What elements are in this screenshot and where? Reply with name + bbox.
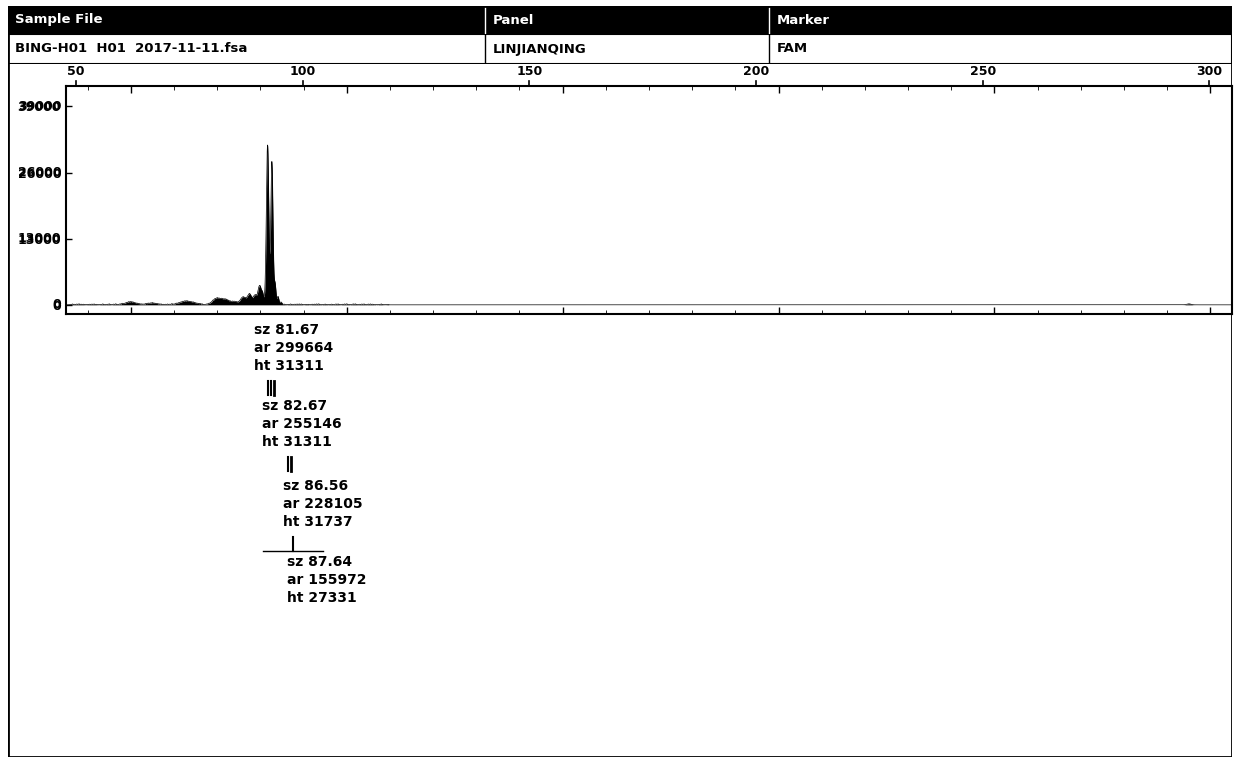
Text: Panel: Panel [492, 14, 534, 27]
Text: ar 155972: ar 155972 [288, 573, 367, 587]
Text: 200: 200 [743, 65, 769, 78]
Text: 26000: 26000 [17, 166, 61, 179]
Text: ar 299664: ar 299664 [253, 341, 332, 355]
Text: Marker: Marker [776, 14, 830, 27]
Text: 39000: 39000 [17, 100, 61, 113]
Text: sz 82.67: sz 82.67 [262, 399, 327, 413]
Text: LINJIANQING: LINJIANQING [492, 43, 587, 56]
Text: ht 27331: ht 27331 [288, 591, 357, 605]
Text: FAM: FAM [776, 43, 807, 56]
Text: 150: 150 [516, 65, 542, 78]
Text: 100: 100 [290, 65, 316, 78]
Text: ht 31311: ht 31311 [262, 435, 332, 449]
Text: sz 86.56: sz 86.56 [283, 479, 347, 493]
Text: Sample File: Sample File [15, 14, 103, 27]
Text: 300: 300 [1197, 65, 1223, 78]
Text: ar 228105: ar 228105 [283, 497, 362, 511]
Text: ht 31311: ht 31311 [253, 359, 324, 373]
Text: sz 81.67: sz 81.67 [253, 323, 319, 337]
Text: BING-H01  H01  2017-11-11.fsa: BING-H01 H01 2017-11-11.fsa [15, 43, 248, 56]
Text: ht 31737: ht 31737 [283, 515, 352, 529]
Text: sz 87.64: sz 87.64 [288, 555, 352, 569]
Text: ar 255146: ar 255146 [262, 417, 341, 431]
Text: 50: 50 [67, 65, 84, 78]
Text: 0: 0 [52, 298, 61, 311]
Text: 13000: 13000 [17, 232, 61, 245]
Text: 250: 250 [970, 65, 996, 78]
